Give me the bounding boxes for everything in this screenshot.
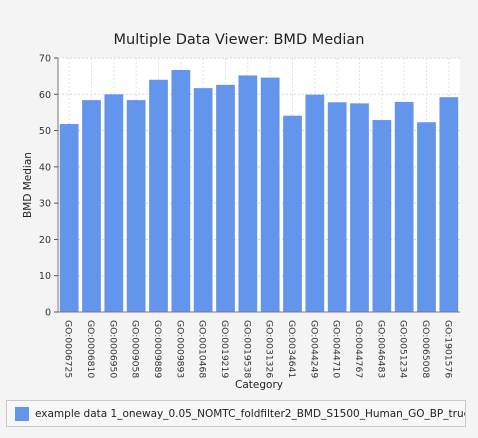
y-tick-label: 10 bbox=[39, 271, 51, 282]
x-tick-label: GO:0044249 bbox=[308, 320, 319, 378]
y-tick-label: 30 bbox=[39, 199, 51, 210]
bars bbox=[59, 69, 459, 313]
x-tick-label: GO:0051234 bbox=[398, 320, 409, 378]
x-tick-label: GO:0006950 bbox=[107, 320, 118, 378]
bar[interactable] bbox=[82, 100, 101, 312]
bar[interactable] bbox=[126, 100, 146, 312]
x-tick-label: GO:0044767 bbox=[353, 320, 364, 378]
bar[interactable] bbox=[350, 103, 369, 312]
x-tick-label: GO:0006810 bbox=[85, 320, 96, 378]
bar[interactable] bbox=[104, 94, 124, 313]
x-tick-label: GO:0009889 bbox=[152, 320, 163, 378]
y-tick-label: 0 bbox=[45, 308, 51, 319]
legend-swatch bbox=[15, 406, 29, 421]
bar[interactable] bbox=[149, 79, 168, 313]
x-tick-label: GO:0009893 bbox=[174, 320, 185, 378]
bar[interactable] bbox=[171, 69, 191, 312]
x-tick-label: GO:1901576 bbox=[442, 320, 453, 378]
x-tick-label: GO:0009058 bbox=[130, 320, 141, 378]
grid-lines bbox=[58, 57, 460, 313]
plot-area bbox=[58, 58, 460, 312]
y-tick-label: 20 bbox=[39, 235, 51, 246]
bar[interactable] bbox=[327, 102, 347, 312]
x-tick-label: GO:0065008 bbox=[420, 320, 431, 378]
x-tick-label: GO:0019219 bbox=[219, 320, 230, 378]
y-axis-label: BMD Median bbox=[22, 152, 34, 218]
bar[interactable] bbox=[439, 97, 459, 312]
x-tick-label: GO:0044710 bbox=[331, 320, 342, 378]
bar[interactable] bbox=[372, 120, 392, 312]
x-axis-label: Category bbox=[235, 379, 283, 391]
chart-title: Multiple Data Viewer: BMD Median bbox=[114, 32, 365, 48]
x-tick-label: GO:0046483 bbox=[375, 320, 386, 378]
legend: example data 1_oneway_0.05_NOMTC_foldfil… bbox=[6, 400, 466, 427]
y-tick-label: 50 bbox=[39, 126, 51, 137]
y-tick-label: 40 bbox=[39, 162, 51, 173]
bar-chart: Multiple Data Viewer: BMD Median 0 10 20 30… bbox=[22, 32, 460, 391]
bar[interactable] bbox=[216, 84, 235, 312]
bar[interactable] bbox=[193, 88, 213, 312]
y-tick-label: 70 bbox=[39, 54, 51, 65]
bar[interactable] bbox=[260, 77, 280, 312]
bar[interactable] bbox=[283, 115, 302, 313]
legend-label: example data 1_oneway_0.05_NOMTC_foldfil… bbox=[35, 407, 465, 420]
x-tick-label: GO:0034641 bbox=[286, 320, 297, 378]
bar[interactable] bbox=[305, 94, 325, 312]
x-tick-label: GO:0031326 bbox=[264, 320, 275, 378]
y-tick-label: 60 bbox=[39, 90, 51, 101]
bar[interactable] bbox=[417, 122, 436, 313]
axes: 0 10 20 30 40 50 60 70 GO:0006725 GO:0006810 GO:00… bbox=[39, 54, 460, 378]
bar[interactable] bbox=[238, 75, 258, 312]
x-tick-label: GO:0006725 bbox=[63, 320, 74, 378]
x-tick-label: GO:0010468 bbox=[197, 320, 208, 378]
x-tick-label: GO:0019538 bbox=[241, 320, 252, 378]
bar[interactable] bbox=[394, 101, 414, 312]
bar[interactable] bbox=[59, 124, 79, 312]
